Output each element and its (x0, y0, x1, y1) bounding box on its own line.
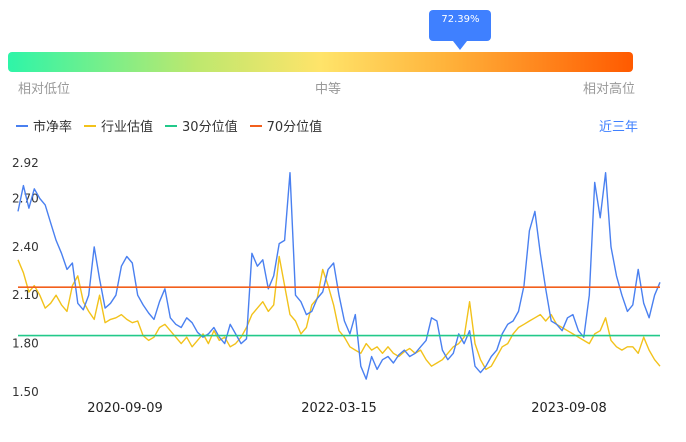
period-selector[interactable]: 近三年 (599, 120, 639, 135)
valuation-gauge-bar (8, 52, 633, 72)
legend-label-pb: 市净率 (33, 120, 73, 135)
legend-label-p30: 30分位值 (182, 120, 238, 135)
legend-swatch-p70 (249, 124, 262, 127)
pb-series-line (17, 171, 661, 380)
gauge-mid-label: 中等 (315, 82, 342, 97)
percentile-tooltip-text: 72.39% (441, 14, 480, 25)
legend-swatch-industry (84, 124, 97, 127)
legend-item-p70[interactable]: 70分位值 (249, 116, 323, 135)
x-tick-label: 2023-09-08 (531, 401, 607, 416)
y-tick-label: 2.92 (12, 156, 39, 170)
percentile-tooltip: 72.39% (429, 10, 492, 50)
y-tick-label: 1.80 (12, 337, 39, 351)
y-tick-label: 1.50 (12, 385, 39, 399)
gauge-high-label: 相对高位 (583, 82, 636, 97)
legend-label-p70: 70分位值 (266, 120, 323, 135)
gauge-low-label: 相对低位 (18, 82, 71, 97)
chart-legend: 市净率 行业估值 30分位值 70分位值 (16, 116, 334, 135)
legend-swatch-pb (16, 124, 28, 127)
legend-item-pb[interactable]: 市净率 (16, 116, 72, 135)
legend-item-p30[interactable]: 30分位值 (165, 116, 238, 135)
legend-swatch-p30 (165, 124, 178, 127)
legend-label-industry: 行业估值 (101, 120, 154, 135)
x-tick-label: 2022-03-15 (301, 401, 377, 416)
industry-valuation-line (17, 255, 661, 371)
y-tick-label: 2.40 (12, 240, 39, 254)
x-tick-label: 2020-09-09 (87, 401, 163, 416)
y-tick-label: 2.10 (12, 288, 39, 302)
legend-item-industry[interactable]: 行业估值 (84, 116, 153, 135)
